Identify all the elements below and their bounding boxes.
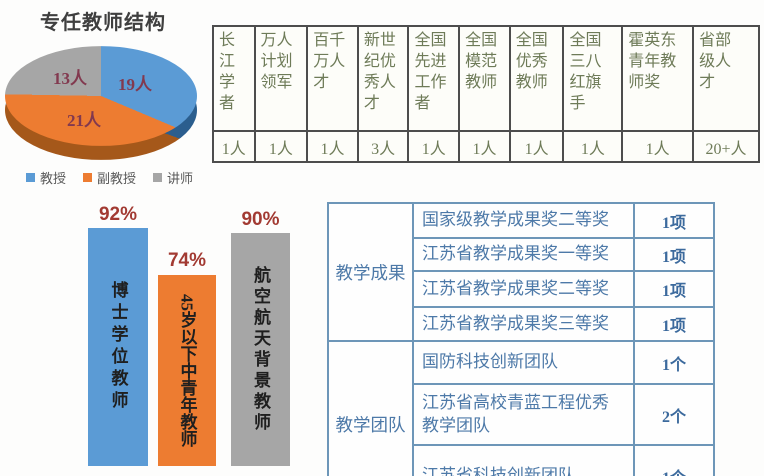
team-name: 江苏省高校青蓝工程优秀 教学团队 (412, 383, 635, 446)
award-count: 1项 (633, 306, 715, 342)
award-count: 1项 (633, 237, 715, 272)
award-count: 1项 (633, 202, 715, 239)
talent-header-cell: 省部 级人 才 (692, 25, 760, 132)
legend-swatch-blue (26, 173, 35, 182)
talent-value-cell: 1人 (621, 130, 695, 163)
bar-aerospace-teachers: 航空航天背景教师 (231, 233, 290, 466)
table-row: 教学团队 国防科技创新团队 1个 (327, 340, 715, 476)
table-row: 教学成果 国家级教学成果奖二等奖 1项 (327, 202, 715, 342)
legend-item-associate-professor: 副教授 (83, 168, 136, 187)
group-label-achievements: 教学成果 (327, 202, 414, 342)
talent-value-cell: 20+人 (692, 130, 760, 163)
award-name: 江苏省教学成果奖三等奖 (412, 306, 635, 342)
table-row: 江苏省教学成果奖三等奖 1项 (328, 306, 715, 342)
pie-label-lecturer: 13人 (53, 69, 87, 88)
talent-header-cell: 全国 三八 红旗 手 (562, 25, 624, 132)
legend-label: 教授 (40, 171, 67, 186)
pie-label-associate-professor: 21人 (67, 111, 101, 130)
legend-item-lecturer: 讲师 (153, 168, 193, 187)
percentage-bar-chart: 92% 74% 90% 博士学位教师 45岁以下中青年教师 航空航天背景教师 (30, 200, 310, 472)
talent-header-cell: 万人 计划 领军 (253, 25, 309, 132)
legend-swatch-orange (83, 173, 93, 182)
table-row: 江苏省教学成果奖一等奖 1项 (328, 237, 715, 272)
talent-header-cell: 全国 优秀 教师 (508, 25, 565, 132)
pie-label-professor: 19人 (118, 75, 152, 94)
talent-value-row: 1人 1人 1人 3人 1人 1人 1人 1人 1人 20+人 (212, 130, 760, 163)
bar-value-doctorate: 92% (98, 204, 138, 225)
talent-header-row: 长 江 学 者 万人 计划 领军 百千 万人 才 新世 纪优 秀人 才 全国 先… (212, 25, 760, 132)
pie-chart: 19人 21人 13人 (5, 42, 197, 167)
talent-value-cell: 1人 (306, 130, 359, 163)
talent-value-cell: 1人 (212, 130, 256, 163)
team-count: 1个 (633, 340, 715, 385)
legend-label: 讲师 (167, 171, 194, 186)
talent-header-cell: 霍英东 青年教 师奖 (621, 25, 695, 132)
talent-titles-table: 长 江 学 者 万人 计划 领军 百千 万人 才 新世 纪优 秀人 才 全国 先… (212, 25, 760, 163)
talent-header-cell: 新世 纪优 秀人 才 (356, 25, 410, 132)
pie-legend: 教授 副教授 讲师 (26, 168, 193, 187)
bar-label: 博士学位教师 (108, 281, 128, 413)
pie-surface (5, 46, 197, 146)
table-row: 江苏省高校青蓝工程优秀 教学团队 2个 (328, 383, 715, 446)
legend-item-professor: 教授 (26, 168, 66, 187)
talent-value-cell: 3人 (356, 130, 410, 163)
awards-teams-table: 教学成果 国家级教学成果奖二等奖 1项 江苏省教学成果奖一等奖 1项 江苏省教学… (327, 202, 715, 476)
bar-young-teachers: 45岁以下中青年教师 (158, 275, 216, 466)
award-name: 江苏省教学成果奖一等奖 (412, 237, 635, 272)
talent-value-cell: 1人 (458, 130, 511, 163)
talent-value-cell: 1人 (508, 130, 565, 163)
team-count: 1个 (633, 444, 715, 476)
talent-header-cell: 百千 万人 才 (306, 25, 359, 132)
team-count: 2个 (633, 383, 715, 446)
award-name: 国家级教学成果奖二等奖 (412, 202, 635, 239)
bar-label: 45岁以下中青年教师 (177, 294, 197, 447)
pie-chart-title: 专任教师结构 (40, 12, 166, 34)
talent-value-cell: 1人 (407, 130, 461, 163)
talent-header-cell: 全国 模范 教师 (458, 25, 511, 132)
table-row: 江苏省教学成果奖二等奖 1项 (328, 270, 715, 308)
team-name: 国防科技创新团队 (412, 340, 635, 385)
team-name: 江苏省科技创新团队 (412, 444, 635, 476)
legend-swatch-gray (153, 173, 163, 182)
legend-label: 副教授 (97, 171, 137, 186)
talent-value-cell: 1人 (562, 130, 624, 163)
bar-label: 航空航天背景教师 (251, 265, 270, 434)
table-row: 江苏省科技创新团队 1个 (328, 444, 715, 476)
award-name: 江苏省教学成果奖二等奖 (412, 270, 635, 308)
talent-header-cell: 全国 先进 工作 者 (407, 25, 461, 132)
bar-value-aerospace: 90% (241, 209, 280, 230)
bar-doctorate-teachers: 博士学位教师 (88, 228, 148, 466)
award-count: 1项 (633, 270, 715, 308)
talent-value-cell: 1人 (253, 130, 309, 163)
bar-value-young: 74% (167, 250, 207, 271)
talent-header-cell: 长 江 学 者 (212, 25, 256, 132)
group-label-teams: 教学团队 (327, 340, 414, 476)
